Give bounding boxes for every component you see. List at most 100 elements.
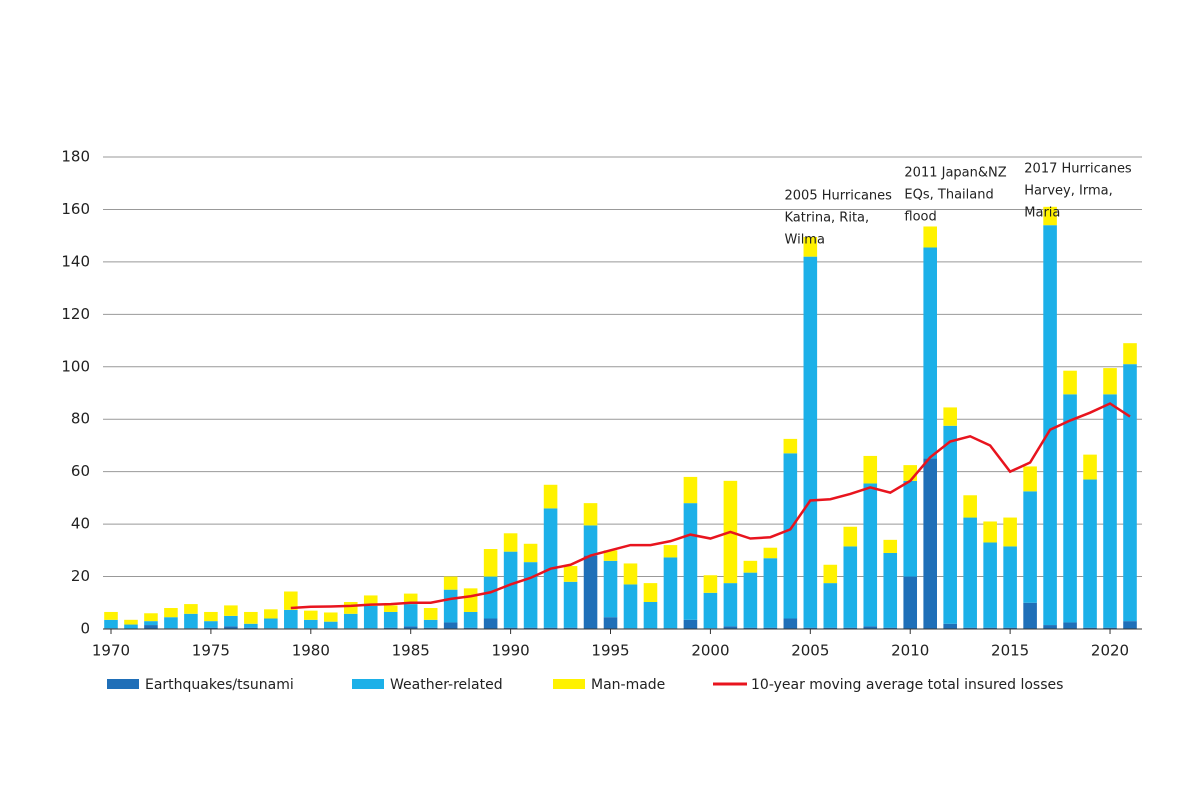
bar bbox=[543, 484, 558, 509]
bar bbox=[1083, 627, 1097, 629]
bar bbox=[1103, 368, 1117, 395]
bar bbox=[1003, 546, 1017, 628]
bar bbox=[104, 611, 118, 620]
bar bbox=[583, 555, 598, 629]
bar bbox=[603, 560, 618, 618]
bar bbox=[683, 619, 698, 629]
bar bbox=[643, 583, 658, 602]
annotation: Harvey, Irma, bbox=[1024, 184, 1112, 199]
y-tick-label: 160 bbox=[61, 200, 90, 218]
annotation: 2011 Japan&NZ bbox=[904, 166, 1006, 181]
annotation: Maria bbox=[1024, 206, 1060, 221]
legend-label: Man-made bbox=[591, 677, 665, 693]
bar bbox=[1083, 479, 1097, 628]
bar bbox=[963, 495, 977, 518]
x-tick-label: 2000 bbox=[691, 642, 729, 660]
bar bbox=[803, 236, 818, 257]
bar bbox=[244, 611, 258, 624]
bar bbox=[683, 503, 698, 620]
bar bbox=[983, 542, 997, 628]
bar bbox=[723, 626, 738, 629]
y-tick-label: 100 bbox=[61, 357, 90, 375]
bar bbox=[603, 550, 618, 561]
bar bbox=[204, 621, 218, 628]
legend-swatch bbox=[553, 679, 585, 689]
x-tick-label: 1990 bbox=[492, 642, 530, 660]
bar bbox=[663, 545, 678, 558]
bar bbox=[443, 589, 458, 623]
bar bbox=[943, 425, 957, 624]
bar bbox=[843, 546, 858, 628]
bar bbox=[1103, 394, 1117, 628]
bar bbox=[403, 604, 418, 627]
bar bbox=[603, 617, 618, 629]
bar bbox=[843, 627, 858, 629]
bar bbox=[304, 610, 318, 620]
x-tick-label: 2015 bbox=[991, 642, 1029, 660]
bar bbox=[903, 465, 918, 481]
bar bbox=[823, 627, 838, 629]
y-tick-label: 0 bbox=[80, 620, 90, 638]
bar bbox=[1043, 225, 1057, 626]
y-tick-label: 40 bbox=[71, 515, 90, 533]
bar bbox=[184, 604, 198, 614]
bar bbox=[1003, 517, 1017, 547]
bar bbox=[1063, 622, 1077, 629]
bar bbox=[683, 476, 698, 504]
bar bbox=[503, 533, 518, 552]
bar bbox=[343, 601, 358, 614]
bar bbox=[843, 526, 858, 547]
bar bbox=[863, 626, 878, 629]
bar bbox=[563, 581, 578, 628]
bar bbox=[483, 576, 498, 619]
bar bbox=[463, 611, 478, 628]
bar bbox=[563, 627, 578, 629]
bar bbox=[583, 525, 598, 556]
bar bbox=[623, 563, 638, 585]
bar bbox=[983, 521, 997, 543]
bar bbox=[104, 619, 118, 629]
bar bbox=[164, 617, 178, 629]
bar bbox=[783, 618, 798, 629]
bar bbox=[1043, 625, 1057, 629]
x-tick-label: 2005 bbox=[791, 642, 829, 660]
bar bbox=[823, 564, 838, 584]
bar bbox=[543, 627, 558, 629]
bar bbox=[883, 627, 898, 629]
annotation: Katrina, Rita, bbox=[785, 211, 870, 226]
bar bbox=[284, 609, 298, 629]
bar bbox=[264, 618, 278, 629]
bar bbox=[823, 583, 838, 628]
bar bbox=[184, 613, 198, 629]
bar bbox=[463, 588, 478, 612]
bar bbox=[583, 503, 598, 526]
x-tick-label: 2020 bbox=[1091, 642, 1129, 660]
bar bbox=[983, 627, 997, 629]
annotation: 2005 Hurricanes bbox=[785, 189, 893, 204]
y-tick-label: 180 bbox=[61, 148, 90, 166]
bar bbox=[483, 549, 498, 577]
bar bbox=[443, 576, 458, 590]
bar bbox=[383, 605, 398, 612]
x-tick-label: 1970 bbox=[92, 642, 130, 660]
x-tick-label: 2010 bbox=[891, 642, 929, 660]
bar bbox=[383, 611, 398, 628]
bar bbox=[144, 613, 158, 622]
annotation: Wilma bbox=[785, 233, 825, 248]
bar bbox=[1063, 370, 1077, 395]
bar bbox=[403, 626, 418, 629]
bar bbox=[304, 619, 318, 629]
bar bbox=[1123, 364, 1137, 622]
x-tick-label: 1995 bbox=[591, 642, 629, 660]
bar bbox=[363, 595, 378, 606]
bar bbox=[423, 627, 438, 629]
bar bbox=[284, 591, 298, 610]
annotation: flood bbox=[904, 210, 936, 225]
bar bbox=[1023, 491, 1037, 603]
bar bbox=[224, 626, 238, 629]
bar bbox=[164, 608, 178, 618]
bar bbox=[1083, 454, 1097, 480]
bar bbox=[204, 627, 218, 629]
bar bbox=[623, 584, 638, 629]
bar bbox=[224, 605, 238, 616]
